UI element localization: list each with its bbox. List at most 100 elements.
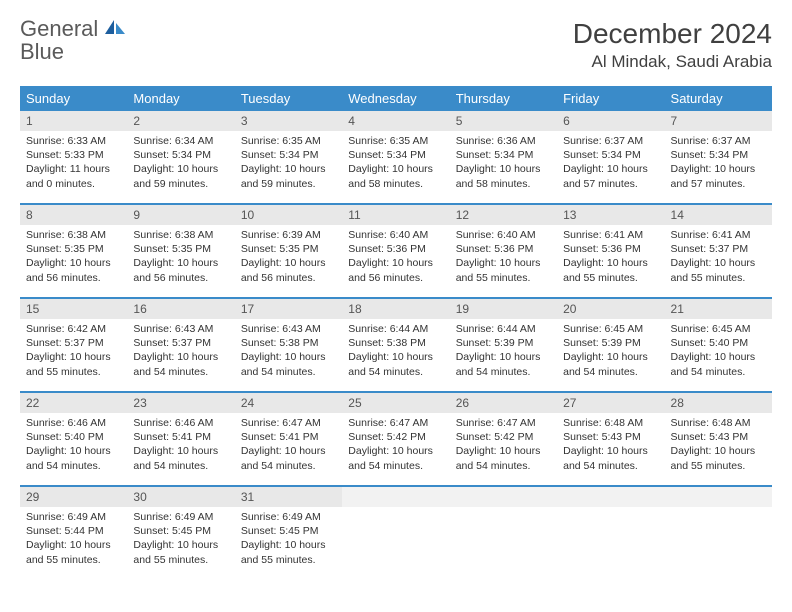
sunrise-line: Sunrise: 6:45 AM [563,322,658,336]
empty-cell [665,487,772,507]
sunset-line: Sunset: 5:40 PM [26,430,121,444]
day-of-week-header: Wednesday [342,86,449,111]
daylight-line: Daylight: 10 hours and 56 minutes. [133,256,228,284]
daylight-line: Daylight: 10 hours and 57 minutes. [671,162,766,190]
sunrise-line: Sunrise: 6:39 AM [241,228,336,242]
day-detail-cell: Sunrise: 6:33 AMSunset: 5:33 PMDaylight:… [20,131,127,203]
daylight-line: Daylight: 10 hours and 56 minutes. [348,256,443,284]
empty-cell [450,507,557,579]
sunset-value: 5:36 PM [387,243,426,255]
day-number-cell: 25 [342,393,449,413]
day-detail-cell: Sunrise: 6:40 AMSunset: 5:36 PMDaylight:… [342,225,449,297]
sunset-line: Sunset: 5:38 PM [241,336,336,350]
daylight-label: Daylight: [241,257,285,269]
sunset-value: 5:41 PM [172,431,211,443]
sunrise-label: Sunrise: [671,229,712,241]
day-detail-cell: Sunrise: 6:49 AMSunset: 5:45 PMDaylight:… [235,507,342,579]
sunrise-line: Sunrise: 6:37 AM [563,134,658,148]
sunrise-label: Sunrise: [241,417,282,429]
sunset-value: 5:35 PM [279,243,318,255]
day-number-cell: 10 [235,205,342,225]
sunrise-label: Sunrise: [671,135,712,147]
sunset-value: 5:43 PM [602,431,641,443]
sunrise-line: Sunrise: 6:35 AM [348,134,443,148]
sunset-label: Sunset: [348,149,387,161]
daylight-line: Daylight: 10 hours and 58 minutes. [348,162,443,190]
daylight-label: Daylight: [456,257,500,269]
sunrise-label: Sunrise: [26,323,67,335]
sunrise-line: Sunrise: 6:46 AM [26,416,121,430]
sunrise-value: 6:41 AM [712,229,751,241]
sunrise-label: Sunrise: [671,323,712,335]
sunrise-value: 6:33 AM [67,135,106,147]
sunset-value: 5:43 PM [709,431,748,443]
sunrise-line: Sunrise: 6:46 AM [133,416,228,430]
daylight-label: Daylight: [26,257,70,269]
day-number-cell: 31 [235,487,342,507]
day-number-row: 22232425262728 [20,393,772,413]
sunrise-label: Sunrise: [133,135,174,147]
empty-cell [342,507,449,579]
sunset-line: Sunset: 5:34 PM [348,148,443,162]
sunset-label: Sunset: [26,525,65,537]
sunrise-value: 6:49 AM [67,511,106,523]
sunrise-label: Sunrise: [671,417,712,429]
sunrise-value: 6:44 AM [497,323,536,335]
sunrise-value: 6:40 AM [497,229,536,241]
daylight-label: Daylight: [133,163,177,175]
daylight-line: Daylight: 10 hours and 54 minutes. [348,350,443,378]
sunrise-label: Sunrise: [563,135,604,147]
sunrise-value: 6:38 AM [67,229,106,241]
sunrise-value: 6:43 AM [282,323,321,335]
day-detail-cell: Sunrise: 6:47 AMSunset: 5:41 PMDaylight:… [235,413,342,485]
day-detail-cell: Sunrise: 6:39 AMSunset: 5:35 PMDaylight:… [235,225,342,297]
sunset-value: 5:37 PM [65,337,104,349]
day-number-cell: 22 [20,393,127,413]
sunset-value: 5:37 PM [172,337,211,349]
day-of-week-header: Friday [557,86,664,111]
daylight-label: Daylight: [563,445,607,457]
day-number-cell: 7 [665,111,772,131]
day-of-week-header: Thursday [450,86,557,111]
day-number-row: 891011121314 [20,205,772,225]
daylight-label: Daylight: [456,351,500,363]
sunrise-line: Sunrise: 6:48 AM [671,416,766,430]
sunset-line: Sunset: 5:35 PM [26,242,121,256]
sunset-line: Sunset: 5:45 PM [133,524,228,538]
sunset-line: Sunset: 5:37 PM [671,242,766,256]
day-number-cell: 2 [127,111,234,131]
sunset-value: 5:45 PM [279,525,318,537]
daylight-label: Daylight: [671,445,715,457]
day-number-cell: 19 [450,299,557,319]
daylight-label: Daylight: [671,351,715,363]
sunrise-label: Sunrise: [348,417,389,429]
sunset-label: Sunset: [671,337,710,349]
day-detail-cell: Sunrise: 6:47 AMSunset: 5:42 PMDaylight:… [342,413,449,485]
day-detail-cell: Sunrise: 6:38 AMSunset: 5:35 PMDaylight:… [127,225,234,297]
sunrise-value: 6:35 AM [282,135,321,147]
day-number-row: 1234567 [20,111,772,131]
daylight-label: Daylight: [671,257,715,269]
sunset-label: Sunset: [133,337,172,349]
sunset-label: Sunset: [26,431,65,443]
day-number-cell: 18 [342,299,449,319]
day-detail-cell: Sunrise: 6:48 AMSunset: 5:43 PMDaylight:… [665,413,772,485]
empty-cell [557,507,664,579]
brand-logo: General Blue [20,18,127,64]
sunrise-value: 6:48 AM [712,417,751,429]
day-detail-cell: Sunrise: 6:46 AMSunset: 5:41 PMDaylight:… [127,413,234,485]
sunset-value: 5:36 PM [602,243,641,255]
sunrise-line: Sunrise: 6:49 AM [133,510,228,524]
sunrise-label: Sunrise: [133,511,174,523]
day-detail-row: Sunrise: 6:33 AMSunset: 5:33 PMDaylight:… [20,131,772,203]
day-detail-cell: Sunrise: 6:36 AMSunset: 5:34 PMDaylight:… [450,131,557,203]
sunset-value: 5:34 PM [172,149,211,161]
day-detail-cell: Sunrise: 6:46 AMSunset: 5:40 PMDaylight:… [20,413,127,485]
sunrise-value: 6:48 AM [605,417,644,429]
empty-cell [342,487,449,507]
sunrise-label: Sunrise: [241,323,282,335]
sunset-line: Sunset: 5:34 PM [133,148,228,162]
sunrise-value: 6:34 AM [175,135,214,147]
day-number-cell: 21 [665,299,772,319]
sunrise-line: Sunrise: 6:47 AM [348,416,443,430]
